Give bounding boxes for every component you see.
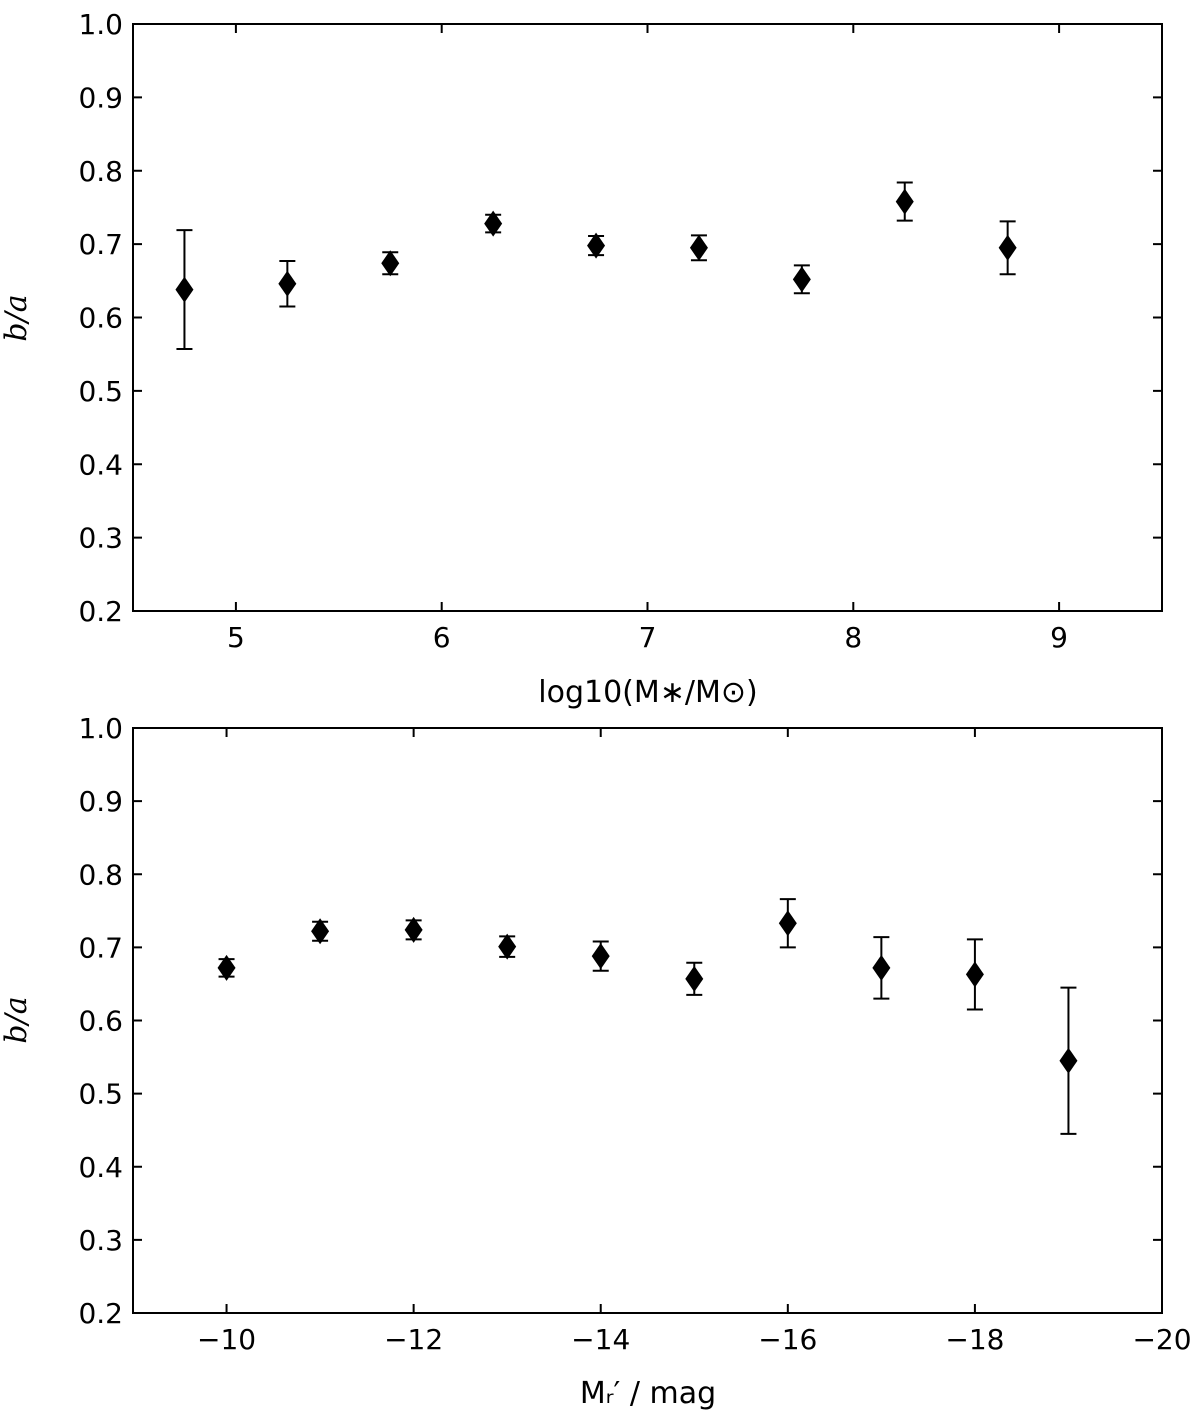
- data-point: [965, 961, 984, 988]
- error-bars: [176, 181, 1016, 351]
- x-tick-label: −12: [384, 1323, 443, 1356]
- x-tick-label: 8: [844, 621, 862, 654]
- plot-frame: [132, 727, 1163, 1314]
- x-tick-label: 7: [639, 621, 657, 654]
- error-bars: [218, 898, 1077, 1135]
- y-tick-label: 0.5: [78, 1078, 123, 1111]
- y-tick-label: 1.0: [78, 712, 123, 745]
- ticks: [133, 23, 1162, 612]
- x-axis-label: log10(M∗/M⊙): [538, 675, 757, 710]
- y-tick-label: 0.8: [78, 155, 123, 188]
- x-tick-label: −10: [197, 1323, 256, 1356]
- x-tick-label: −18: [945, 1323, 1004, 1356]
- data-point: [998, 234, 1017, 261]
- data-point: [278, 270, 297, 297]
- data-point: [587, 232, 606, 259]
- plot-frame: [132, 23, 1163, 612]
- data-points: [175, 188, 1017, 303]
- x-tick-label: −16: [758, 1323, 817, 1356]
- y-axis-label: b/a: [0, 996, 34, 1043]
- y-tick-label: 0.2: [78, 1297, 123, 1330]
- y-tick-label: 0.9: [78, 785, 123, 818]
- data-point: [381, 250, 400, 277]
- y-tick-label: 0.8: [78, 858, 123, 891]
- y-tick-label: 0.5: [78, 375, 123, 408]
- data-point: [404, 916, 423, 943]
- data-point: [1059, 1047, 1078, 1074]
- y-tick-label: 0.4: [78, 448, 123, 481]
- ticks: [133, 727, 1163, 1314]
- y-tick-label: 0.9: [78, 81, 123, 114]
- data-point: [484, 210, 503, 237]
- bottom-panel: −10 −12 −14 −16 −18 −20 0.2 0.3 0.4 0.5 0.6 0.7 0.8…: [0, 712, 1192, 1411]
- data-point: [895, 188, 914, 215]
- data-point: [872, 954, 891, 981]
- x-tick-label: 9: [1050, 621, 1068, 654]
- data-point: [498, 933, 517, 960]
- x-tick-label: −14: [571, 1323, 630, 1356]
- y-tick-label: 0.6: [78, 302, 123, 335]
- x-tick-label: 6: [433, 621, 451, 654]
- top-panel: 5 6 7 8 9 0.2 0.3 0.4 0.5 0.6 0.7 0.8 0.9 1.0 log10(…: [0, 8, 1163, 710]
- x-axis-label: Mᵣ′ / mag: [580, 1376, 716, 1411]
- x-tick-label: 5: [227, 621, 245, 654]
- y-tick-label: 0.4: [78, 1151, 123, 1184]
- data-point: [175, 276, 194, 303]
- x-tick-label: −20: [1132, 1323, 1191, 1356]
- y-axis-label: b/a: [0, 294, 34, 341]
- data-point: [792, 266, 811, 293]
- data-point: [689, 234, 708, 261]
- data-points: [217, 910, 1078, 1074]
- data-point: [591, 943, 610, 970]
- data-point: [685, 965, 704, 992]
- x-tick-labels: 5 6 7 8 9: [227, 621, 1068, 654]
- y-tick-labels: 0.2 0.3 0.4 0.5 0.6 0.7 0.8 0.9 1.0: [78, 712, 123, 1330]
- data-point: [778, 910, 797, 937]
- data-point: [217, 954, 236, 981]
- y-tick-label: 0.7: [78, 931, 123, 964]
- y-tick-label: 0.2: [78, 595, 123, 628]
- x-tick-labels: −10 −12 −14 −16 −18 −20: [197, 1323, 1192, 1356]
- y-tick-label: 0.7: [78, 228, 123, 261]
- y-tick-label: 0.6: [78, 1005, 123, 1038]
- y-tick-label: 1.0: [78, 8, 123, 41]
- y-tick-labels: 0.2 0.3 0.4 0.5 0.6 0.7 0.8 0.9 1.0: [78, 8, 123, 628]
- y-tick-label: 0.3: [78, 1224, 123, 1257]
- y-tick-label: 0.3: [78, 522, 123, 555]
- data-point: [311, 918, 330, 945]
